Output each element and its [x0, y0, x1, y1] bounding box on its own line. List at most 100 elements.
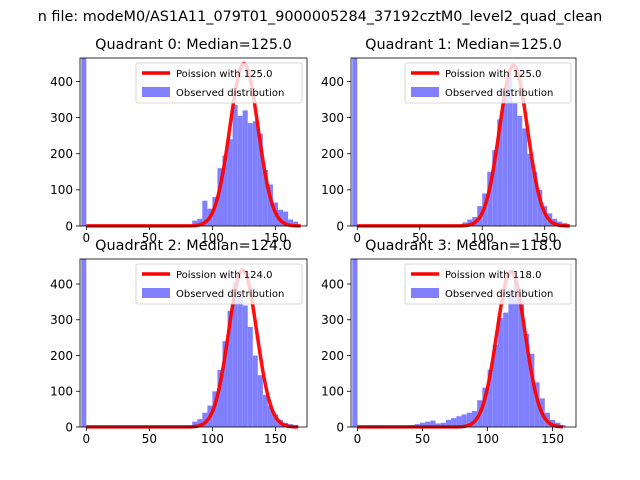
- histogram-bar: [267, 405, 273, 427]
- x-tick-label: 50: [142, 432, 157, 446]
- x-tick-label: 100: [471, 231, 494, 245]
- histogram-bar: [222, 341, 228, 427]
- histogram-bar: [532, 171, 538, 226]
- histogram-bar: [523, 334, 530, 427]
- y-tick-label: 400: [50, 75, 73, 89]
- legend-box: [404, 62, 572, 104]
- histogram-bar: [517, 115, 523, 226]
- y-tick-label: 400: [50, 277, 73, 291]
- histogram-bar: [492, 150, 498, 226]
- y-tick-label: 200: [321, 349, 344, 363]
- histogram-bar: [257, 375, 263, 427]
- histogram-bar: [293, 221, 299, 226]
- quadrant-3-plot: 0 50 100 150 0 100 200 300 400 Poission with 118.…: [321, 238, 577, 446]
- x-tick-label: 50: [142, 231, 157, 245]
- quadrant-2-plot: 0 50 100 150 0 100 200 300 400 Poission with 124.…: [50, 238, 308, 446]
- histogram-bar: [503, 312, 509, 427]
- histogram-bar: [445, 419, 452, 427]
- histogram-bar: [197, 218, 203, 226]
- legend: Poission with 125.0 Observed distribution: [404, 62, 572, 104]
- quadrant-0-plot: 0 50 100 150 0 100 200 300 400 Poission with 125.…: [50, 37, 308, 245]
- y-tick-label: 100: [321, 183, 344, 197]
- panels: 0 50 100 150 0 100 200 300 400 Poission with 125.…: [50, 37, 577, 446]
- histogram-bar: [466, 412, 472, 427]
- axes-frame: [79, 258, 308, 428]
- legend-box: [404, 263, 572, 305]
- histogram-bar: [508, 291, 514, 427]
- histogram-bar: [527, 153, 533, 226]
- legend-fit-label: Poission with 118.0: [445, 270, 541, 281]
- y-tick-label: 100: [50, 183, 73, 197]
- histogram-bar: [192, 421, 198, 427]
- y-tick-label: 0: [65, 219, 73, 233]
- legend: Poission with 125.0 Observed distribution: [135, 62, 303, 104]
- y-tick-label: 300: [321, 111, 344, 125]
- legend-bar-label: Observed distribution: [176, 289, 284, 300]
- histogram-bar: [227, 139, 233, 226]
- histogram-bar: [283, 211, 289, 226]
- histogram-bar: [440, 422, 446, 427]
- y-tick-label: 200: [50, 147, 73, 161]
- legend-bar-swatch: [142, 288, 170, 298]
- histogram-bar: [202, 200, 208, 226]
- histogram-bar: [202, 412, 208, 427]
- x-tick-label: 0: [353, 231, 361, 245]
- x-tick-label: 0: [354, 432, 362, 446]
- histogram-bar: [529, 353, 535, 427]
- histogram-bar: [237, 296, 243, 427]
- y-tick-label: 200: [321, 147, 344, 161]
- histogram-bar: [419, 422, 426, 427]
- histogram-bar: [262, 394, 268, 427]
- quadrant-title: Quadrant 2: Median=124.0: [95, 238, 292, 254]
- histogram-bar: [512, 103, 518, 226]
- histogram-bar: [467, 219, 473, 226]
- histogram-bar: [487, 171, 493, 226]
- histogram-bar: [492, 344, 498, 427]
- histogram-bar: [513, 280, 519, 427]
- y-tick-label: 300: [50, 111, 73, 125]
- histogram-bar: [81, 259, 87, 427]
- histogram-bar: [272, 414, 278, 427]
- quadrant-title: Quadrant 0: Median=125.0: [95, 37, 292, 53]
- histogram-bar: [247, 123, 253, 226]
- legend-bar-label: Observed distribution: [445, 289, 553, 300]
- histogram-bar: [242, 110, 248, 226]
- histogram-bar: [352, 58, 358, 226]
- histogram-bar: [522, 128, 528, 226]
- histogram-bar: [352, 259, 358, 427]
- y-tick-label: 400: [321, 75, 344, 89]
- legend-fit-label: Poission with 125.0: [176, 69, 272, 80]
- quadrant-1-plot: 0 50 100 150 0 100 200 300 400 Poission with 125.…: [321, 37, 577, 245]
- histogram-bar: [497, 119, 503, 226]
- figure-suptitle: n file: modeM0/AS1A11_079T01_9000005284_…: [38, 9, 603, 25]
- histogram-bar: [262, 170, 268, 226]
- legend-fit-label: Poission with 124.0: [176, 270, 272, 281]
- legend-bar-label: Observed distribution: [445, 88, 553, 99]
- histogram-bar: [267, 184, 273, 226]
- histogram-bar: [197, 419, 203, 427]
- histogram-bar: [192, 220, 198, 226]
- histogram-bar: [537, 189, 543, 226]
- y-tick-label: 200: [50, 349, 73, 363]
- histogram-bar: [257, 133, 263, 226]
- legend-fit-label: Poission with 125.0: [445, 69, 541, 80]
- legend-bar-label: Observed distribution: [176, 88, 284, 99]
- y-tick-label: 100: [50, 385, 73, 399]
- x-tick-label: 150: [541, 432, 564, 446]
- quadrant-title: Quadrant 1: Median=125.0: [365, 37, 562, 53]
- legend: Poission with 118.0 Observed distribution: [404, 263, 572, 305]
- histogram-bar: [518, 301, 524, 427]
- x-tick-label: 0: [82, 231, 90, 245]
- histogram-bar: [242, 305, 248, 427]
- histogram-bar: [252, 121, 258, 226]
- histogram-bar: [456, 416, 462, 427]
- histogram-bars: [352, 58, 568, 227]
- x-tick-label: 150: [264, 231, 287, 245]
- histogram-bar: [227, 310, 233, 427]
- histogram-bar: [502, 90, 508, 226]
- histogram-bar: [288, 219, 294, 226]
- histogram-bar: [222, 155, 228, 226]
- legend: Poission with 124.0 Observed distribution: [135, 263, 303, 305]
- x-tick-label: 50: [415, 432, 430, 446]
